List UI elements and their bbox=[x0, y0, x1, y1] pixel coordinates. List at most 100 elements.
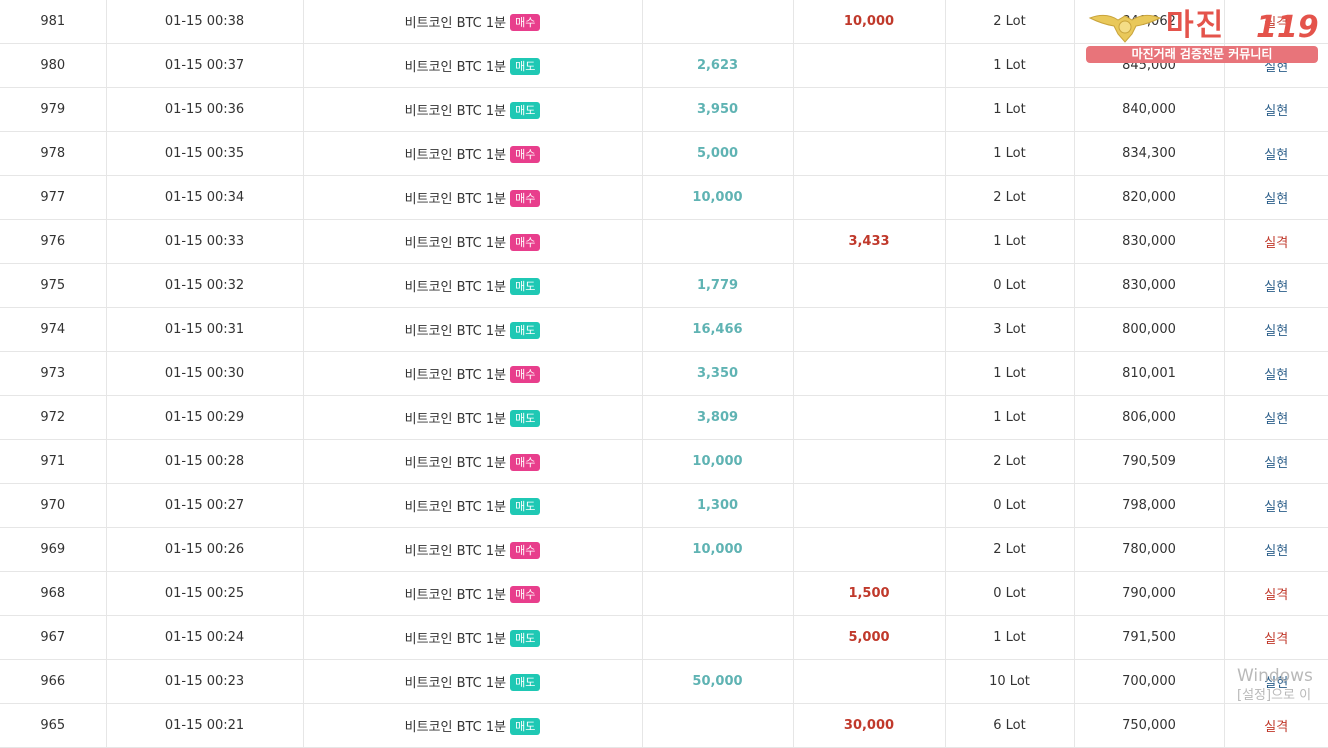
trade-result: 실현 bbox=[1264, 412, 1289, 427]
trade-item-cell: 비트코인 BTC 1분 매도 bbox=[303, 395, 643, 440]
trade-item-cell: 비트코인 BTC 1분 매수 bbox=[303, 351, 643, 396]
profit-amount-cell: 10,000 bbox=[642, 175, 794, 220]
buy-badge: 매수 bbox=[510, 146, 541, 163]
profit-amount-cell: 5,000 bbox=[642, 131, 794, 176]
loss-amount-cell: 30,000 bbox=[793, 703, 946, 748]
row-number-cell: 968 bbox=[0, 571, 107, 616]
trade-item: 비트코인 BTC 1분 bbox=[404, 412, 507, 427]
row-number: 973 bbox=[40, 366, 66, 381]
trade-price: 791,500 bbox=[1122, 630, 1176, 645]
trade-item-cell: 비트코인 BTC 1분 매수 bbox=[303, 175, 643, 220]
trade-price: 830,000 bbox=[1122, 234, 1176, 249]
trade-price: 806,000 bbox=[1122, 410, 1176, 425]
trade-item-cell: 비트코인 BTC 1분 매도 bbox=[303, 615, 643, 660]
profit-amount-cell: 2,623 bbox=[642, 43, 794, 88]
lot-size: 1 Lot bbox=[993, 102, 1026, 117]
row-number-cell: 978 bbox=[0, 131, 107, 176]
trade-price: 800,000 bbox=[1122, 322, 1176, 337]
lot-size: 1 Lot bbox=[993, 234, 1026, 249]
lot-size: 3 Lot bbox=[993, 322, 1026, 337]
trade-price-cell: 806,000 bbox=[1074, 395, 1225, 440]
trade-time: 01-15 00:21 bbox=[164, 718, 245, 733]
sell-badge: 매도 bbox=[510, 498, 541, 515]
table-row: 974 01-15 00:31 비트코인 BTC 1분 매도 16,466 3 Lot 80… bbox=[0, 307, 1328, 352]
profit-amount-cell: 10,000 bbox=[642, 439, 794, 484]
loss-amount-cell bbox=[793, 527, 946, 572]
table-row: 978 01-15 00:35 비트코인 BTC 1분 매수 5,000 1 Lot 834… bbox=[0, 131, 1328, 176]
sell-badge: 매도 bbox=[510, 630, 541, 647]
sell-badge: 매도 bbox=[510, 322, 541, 339]
lot-size-cell: 6 Lot bbox=[945, 703, 1075, 748]
trade-item: 비트코인 BTC 1분 bbox=[404, 60, 507, 75]
table-row: 966 01-15 00:23 비트코인 BTC 1분 매도 50,000 10 Lot 7… bbox=[0, 659, 1328, 704]
profit-amount-cell: 10,000 bbox=[642, 527, 794, 572]
trade-result-cell: 실현 bbox=[1224, 483, 1328, 528]
site-logo[interactable]: 마진 119 마진거래 검증전문 커뮤니티 bbox=[1086, 8, 1319, 64]
lot-size: 2 Lot bbox=[993, 190, 1026, 205]
trade-time: 01-15 00:33 bbox=[164, 234, 245, 249]
table-row: 965 01-15 00:21 비트코인 BTC 1분 매도 30,000 6 Lot 75… bbox=[0, 703, 1328, 748]
profit-amount: 1,300 bbox=[696, 498, 739, 513]
trade-time-cell: 01-15 00:37 bbox=[106, 43, 304, 88]
loss-amount-cell bbox=[793, 351, 946, 396]
trade-result-cell: 실현 bbox=[1224, 351, 1328, 396]
logo-title: 마진 bbox=[1166, 8, 1226, 43]
lot-size: 0 Lot bbox=[993, 278, 1026, 293]
trade-price-cell: 830,000 bbox=[1074, 263, 1225, 308]
trade-item-cell: 비트코인 BTC 1분 매수 bbox=[303, 571, 643, 616]
lot-size-cell: 1 Lot bbox=[945, 131, 1075, 176]
trade-time: 01-15 00:29 bbox=[164, 410, 245, 425]
lot-size-cell: 2 Lot bbox=[945, 0, 1075, 44]
trade-price-cell: 700,000 bbox=[1074, 659, 1225, 704]
trade-result: 실현 bbox=[1264, 456, 1289, 471]
buy-badge: 매수 bbox=[510, 586, 541, 603]
loss-amount-cell bbox=[793, 175, 946, 220]
trade-item: 비트코인 BTC 1분 bbox=[404, 104, 507, 119]
row-number-cell: 969 bbox=[0, 527, 107, 572]
row-number-cell: 974 bbox=[0, 307, 107, 352]
trade-result-cell: 실현 bbox=[1224, 87, 1328, 132]
row-number: 976 bbox=[40, 234, 66, 249]
trade-time: 01-15 00:36 bbox=[164, 102, 245, 117]
trade-price-cell: 750,000 bbox=[1074, 703, 1225, 748]
trade-time-cell: 01-15 00:38 bbox=[106, 0, 304, 44]
trade-time-cell: 01-15 00:34 bbox=[106, 175, 304, 220]
profit-amount-cell: 1,300 bbox=[642, 483, 794, 528]
lot-size: 2 Lot bbox=[993, 14, 1026, 29]
trade-price: 820,000 bbox=[1122, 190, 1176, 205]
trade-time-cell: 01-15 00:35 bbox=[106, 131, 304, 176]
profit-amount: 3,809 bbox=[696, 410, 739, 425]
trade-item-cell: 비트코인 BTC 1분 매도 bbox=[303, 703, 643, 748]
row-number-cell: 980 bbox=[0, 43, 107, 88]
lot-size: 2 Lot bbox=[993, 454, 1026, 469]
profit-amount: 10,000 bbox=[692, 454, 743, 469]
lot-size-cell: 0 Lot bbox=[945, 571, 1075, 616]
trade-result: 실격 bbox=[1264, 236, 1289, 251]
lot-size-cell: 2 Lot bbox=[945, 527, 1075, 572]
lot-size-cell: 0 Lot bbox=[945, 263, 1075, 308]
row-number-cell: 975 bbox=[0, 263, 107, 308]
buy-badge: 매수 bbox=[510, 542, 541, 559]
loss-amount-cell bbox=[793, 659, 946, 704]
table-row: 973 01-15 00:30 비트코인 BTC 1분 매수 3,350 1 Lot 810… bbox=[0, 351, 1328, 396]
trade-result: 실현 bbox=[1264, 192, 1289, 207]
lot-size: 1 Lot bbox=[993, 366, 1026, 381]
trade-item-cell: 비트코인 BTC 1분 매수 bbox=[303, 439, 643, 484]
lot-size: 1 Lot bbox=[993, 410, 1026, 425]
watermark-line2: [설정]으로 이 bbox=[1237, 688, 1312, 703]
row-number-cell: 976 bbox=[0, 219, 107, 264]
trade-item: 비트코인 BTC 1분 bbox=[404, 192, 507, 207]
row-number-cell: 981 bbox=[0, 0, 107, 44]
logo-subtitle: 마진거래 검증전문 커뮤니티 bbox=[1086, 46, 1318, 63]
trade-item-cell: 비트코인 BTC 1분 매도 bbox=[303, 483, 643, 528]
trade-time: 01-15 00:31 bbox=[164, 322, 245, 337]
trade-result-cell: 실현 bbox=[1224, 439, 1328, 484]
trade-result-cell: 실현 bbox=[1224, 659, 1328, 704]
lot-size: 1 Lot bbox=[993, 146, 1026, 161]
trade-item: 비트코인 BTC 1분 bbox=[404, 368, 507, 383]
row-number-cell: 965 bbox=[0, 703, 107, 748]
trade-time-cell: 01-15 00:23 bbox=[106, 659, 304, 704]
loss-amount: 3,433 bbox=[848, 234, 890, 249]
trade-time: 01-15 00:37 bbox=[164, 58, 245, 73]
